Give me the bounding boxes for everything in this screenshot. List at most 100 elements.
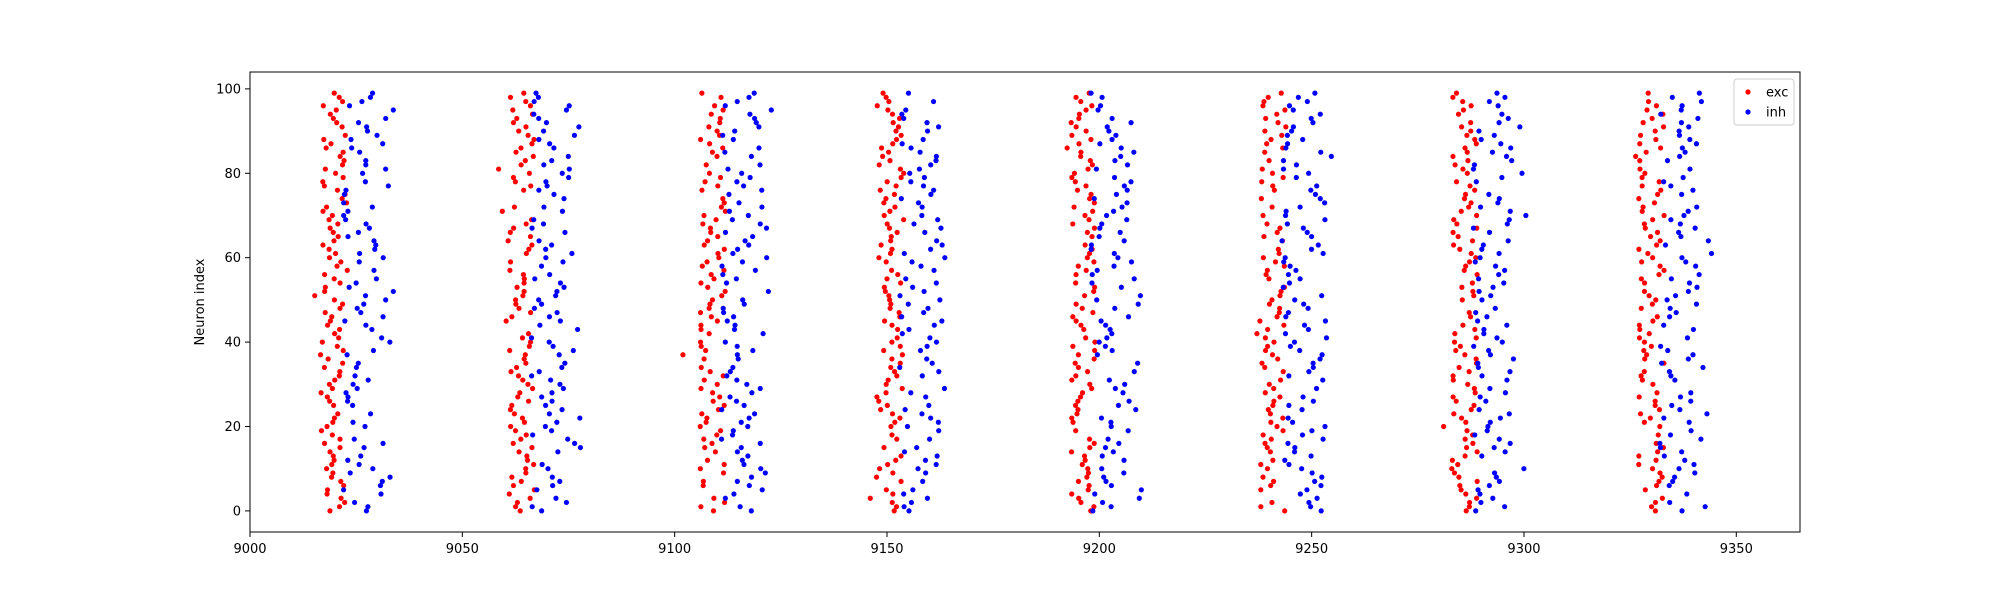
y-tick-label: 100: [216, 82, 241, 97]
exc-spike: [894, 436, 900, 442]
exc-spike: [715, 183, 721, 189]
inh-spike: [1310, 360, 1316, 366]
exc-spike: [1636, 394, 1642, 400]
inh-spike: [734, 478, 740, 484]
exc-spike: [334, 187, 341, 193]
exc-spike: [512, 179, 518, 185]
inh-spike: [1679, 103, 1685, 109]
exc-spike: [530, 153, 536, 160]
exc-spike: [1084, 255, 1090, 261]
exc-spike: [698, 385, 704, 392]
exc-spike: [1464, 132, 1470, 138]
exc-spike: [513, 364, 520, 371]
inh-spike: [738, 419, 744, 425]
exc-spike: [322, 284, 328, 290]
exc-spike: [1461, 267, 1467, 273]
exc-spike: [1450, 153, 1456, 160]
inh-spike: [1682, 457, 1688, 463]
exc-spike: [1455, 233, 1461, 240]
exc-spike: [1466, 499, 1473, 506]
inh-spike: [548, 428, 555, 434]
exc-spike: [1474, 271, 1480, 278]
inh-spike: [540, 221, 547, 227]
exc-spike: [507, 229, 513, 235]
inh-spike: [1304, 487, 1310, 493]
exc-spike: [706, 331, 712, 337]
inh-spike: [724, 318, 730, 324]
exc-spike: [1654, 242, 1660, 248]
exc-spike: [1654, 390, 1660, 396]
inh-spike: [731, 491, 737, 497]
exc-spike: [885, 149, 892, 155]
exc-spike: [884, 276, 890, 282]
plot-frame: [249, 71, 1801, 533]
inh-spike: [1293, 162, 1300, 168]
exc-spike: [1074, 411, 1080, 417]
exc-spike: [1653, 136, 1659, 143]
exc-spike: [1260, 474, 1266, 480]
exc-spike: [890, 120, 896, 126]
inh-spike: [1091, 196, 1097, 202]
exc-spike: [1656, 407, 1663, 413]
exc-spike: [1652, 499, 1659, 506]
inh-spike: [1304, 98, 1310, 105]
exc-spike: [338, 259, 344, 265]
inh-spike: [1299, 432, 1306, 438]
exc-spike: [1068, 120, 1074, 126]
exc-spike: [1657, 238, 1663, 244]
inh-spike: [549, 158, 555, 164]
exc-spike: [331, 457, 337, 463]
inh-spike: [924, 356, 930, 362]
inh-spike: [729, 217, 735, 223]
exc-spike: [1640, 204, 1646, 210]
inh-spike: [1475, 276, 1482, 282]
inh-spike: [547, 271, 553, 278]
inh-spike: [1496, 271, 1502, 278]
exc-spike: [331, 415, 338, 421]
exc-spike: [1460, 107, 1467, 113]
exc-spike: [331, 90, 337, 96]
inh-spike: [1487, 419, 1493, 425]
exc-spike: [1084, 369, 1091, 375]
exc-spike: [1656, 478, 1662, 484]
inh-spike: [1098, 415, 1105, 421]
inh-spike: [1661, 415, 1667, 421]
inh-spike: [1690, 326, 1697, 333]
inh-spike: [1506, 411, 1512, 417]
inh-spike: [1483, 398, 1489, 404]
exc-spike: [1453, 90, 1460, 96]
exc-spike: [1453, 347, 1459, 354]
inh-spike: [1485, 423, 1491, 430]
exc-spike: [714, 432, 720, 438]
exc-spike: [700, 482, 706, 489]
inh-spike: [1099, 94, 1105, 100]
exc-spike: [1653, 103, 1660, 109]
inh-spike: [1679, 508, 1685, 514]
inh-spike: [1678, 233, 1684, 240]
exc-spike: [718, 94, 724, 100]
inh-spike: [938, 225, 944, 231]
inh-spike: [357, 250, 363, 257]
exc-spike: [1642, 356, 1648, 362]
inh-spike: [930, 98, 937, 105]
exc-spike: [1087, 381, 1093, 387]
y-tick-label: 0: [233, 504, 241, 519]
exc-spike: [888, 238, 894, 244]
exc-spike: [1281, 322, 1287, 328]
inh-spike: [1685, 356, 1691, 362]
exc-spike: [898, 453, 904, 459]
inh-spike: [734, 343, 740, 349]
exc-spike: [1466, 504, 1472, 510]
exc-spike: [1464, 149, 1470, 155]
exc-spike: [698, 326, 704, 333]
exc-spike: [1657, 263, 1663, 269]
exc-spike: [699, 263, 705, 269]
inh-spike: [746, 482, 752, 489]
exc-spike: [895, 271, 901, 278]
inh-spike: [1282, 331, 1289, 337]
inh-spike: [1490, 495, 1496, 501]
inh-spike: [1322, 217, 1328, 223]
inh-spike: [923, 470, 929, 476]
exc-spike: [1474, 478, 1480, 484]
exc-spike: [1470, 440, 1476, 446]
